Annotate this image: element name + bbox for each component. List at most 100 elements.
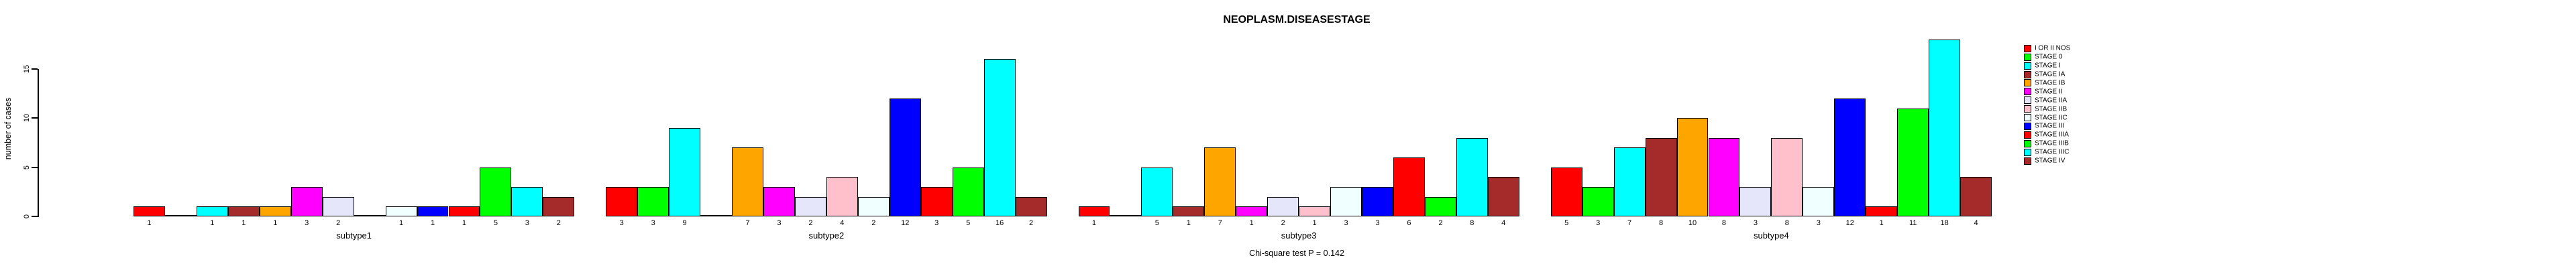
zero-bar-line: [164, 215, 197, 216]
chi-square-annotation: Chi-square test P = 0.142: [1249, 249, 1344, 258]
bar: [1550, 167, 1582, 216]
zero-bar-line: [700, 215, 733, 216]
y-tick-label: 15: [23, 64, 31, 74]
bar-value-label: 3: [1375, 219, 1380, 227]
bar-value-label: 9: [682, 219, 687, 227]
bar: [857, 196, 890, 216]
bar: [417, 206, 449, 216]
legend-label: STAGE IIA: [2035, 96, 2068, 105]
bar-value-label: 3: [777, 219, 782, 227]
bar-value-label: 7: [1627, 219, 1632, 227]
bar-value-label: 12: [1845, 219, 1854, 227]
bar: [1866, 206, 1898, 216]
bar-value-label: 1: [273, 219, 278, 227]
bar-value-label: 1: [210, 219, 215, 227]
bar: [1803, 186, 1835, 216]
legend-label: STAGE I: [2035, 62, 2061, 70]
bar-value-label: 1: [1091, 219, 1097, 227]
legend-swatch: [2024, 105, 2031, 113]
bar-value-label: 2: [1029, 219, 1034, 227]
bar: [1771, 137, 1803, 216]
bar-value-label: 10: [1688, 219, 1697, 227]
legend-label: STAGE 0: [2035, 53, 2063, 61]
legend-swatch: [2024, 88, 2031, 96]
bar: [1078, 206, 1110, 216]
y-tick-mark: [32, 166, 38, 168]
bar: [732, 147, 763, 216]
bar-value-label: 3: [305, 219, 309, 227]
legend-label: STAGE II: [2035, 88, 2063, 96]
legend-swatch: [2024, 62, 2031, 70]
legend-label: STAGE IA: [2035, 70, 2065, 78]
bar-value-label: 1: [241, 219, 246, 227]
bar-value-label: 8: [1784, 219, 1789, 227]
legend-swatch: [2024, 53, 2031, 61]
bar: [1645, 137, 1677, 216]
bar: [983, 59, 1016, 216]
bar: [606, 186, 638, 216]
bar-value-label: 1: [1249, 219, 1254, 227]
legend-swatch: [2024, 122, 2031, 130]
legend-swatch: [2024, 70, 2031, 78]
bar: [1204, 147, 1236, 216]
legend-label: STAGE IIIC: [2035, 148, 2070, 156]
bar: [290, 186, 323, 216]
bar-value-label: 5: [1564, 219, 1569, 227]
bar-value-label: 7: [1218, 219, 1222, 227]
legend-label: STAGE IIC: [2035, 114, 2068, 121]
bar: [1960, 177, 1992, 216]
group-label: subtype3: [1281, 230, 1317, 241]
legend-label: STAGE IIB: [2035, 105, 2068, 113]
bar-value-label: 2: [808, 219, 813, 227]
bar-value-label: 2: [336, 219, 341, 227]
bar: [826, 177, 858, 216]
bar: [1929, 39, 1961, 216]
bar: [952, 167, 984, 216]
bar-value-label: 8: [1470, 219, 1474, 227]
bar: [1015, 196, 1047, 216]
bar-value-label: 8: [1721, 219, 1727, 227]
zero-bar-line: [354, 215, 386, 216]
legend-label: STAGE IV: [2035, 157, 2065, 165]
bar: [794, 196, 826, 216]
bar: [637, 186, 669, 216]
bar-value-label: 1: [430, 219, 435, 227]
legend-label: STAGE IB: [2035, 79, 2065, 87]
y-tick-label: 5: [23, 165, 31, 170]
bar-value-label: 12: [901, 219, 910, 227]
bar-value-label: 2: [871, 219, 876, 227]
bar: [1676, 118, 1709, 216]
bar: [1897, 108, 1929, 216]
bar-value-label: 4: [1501, 219, 1506, 227]
legend-label: STAGE III: [2035, 122, 2065, 130]
legend-swatch: [2024, 131, 2031, 139]
bar-value-label: 3: [934, 219, 939, 227]
bar-value-label: 3: [651, 219, 655, 227]
bar: [1362, 186, 1393, 216]
y-axis-line: [38, 69, 39, 217]
chart-title: NEOPLASM.DISEASESTAGE: [1223, 14, 1371, 25]
bar-value-label: 3: [619, 219, 624, 227]
bar: [1613, 147, 1646, 216]
group-label: subtype2: [808, 230, 845, 241]
bar-value-label: 4: [1974, 219, 1978, 227]
bar-value-label: 1: [399, 219, 404, 227]
y-tick-label: 0: [23, 214, 31, 219]
legend-swatch: [2024, 157, 2031, 165]
bar: [1141, 167, 1173, 216]
bar: [889, 98, 921, 216]
bar-value-label: 2: [556, 219, 561, 227]
bar: [1330, 186, 1362, 216]
y-tick-mark: [32, 117, 38, 119]
bar-value-label: 3: [1816, 219, 1821, 227]
bar: [1487, 177, 1519, 216]
bar-value-label: 1: [1879, 219, 1884, 227]
bar: [1739, 186, 1772, 216]
bar: [1173, 206, 1205, 216]
legend-label: I OR II NOS: [2035, 44, 2071, 52]
bar-value-label: 3: [1596, 219, 1601, 227]
bar: [511, 186, 543, 216]
bar: [1582, 186, 1614, 216]
bar: [448, 206, 480, 216]
